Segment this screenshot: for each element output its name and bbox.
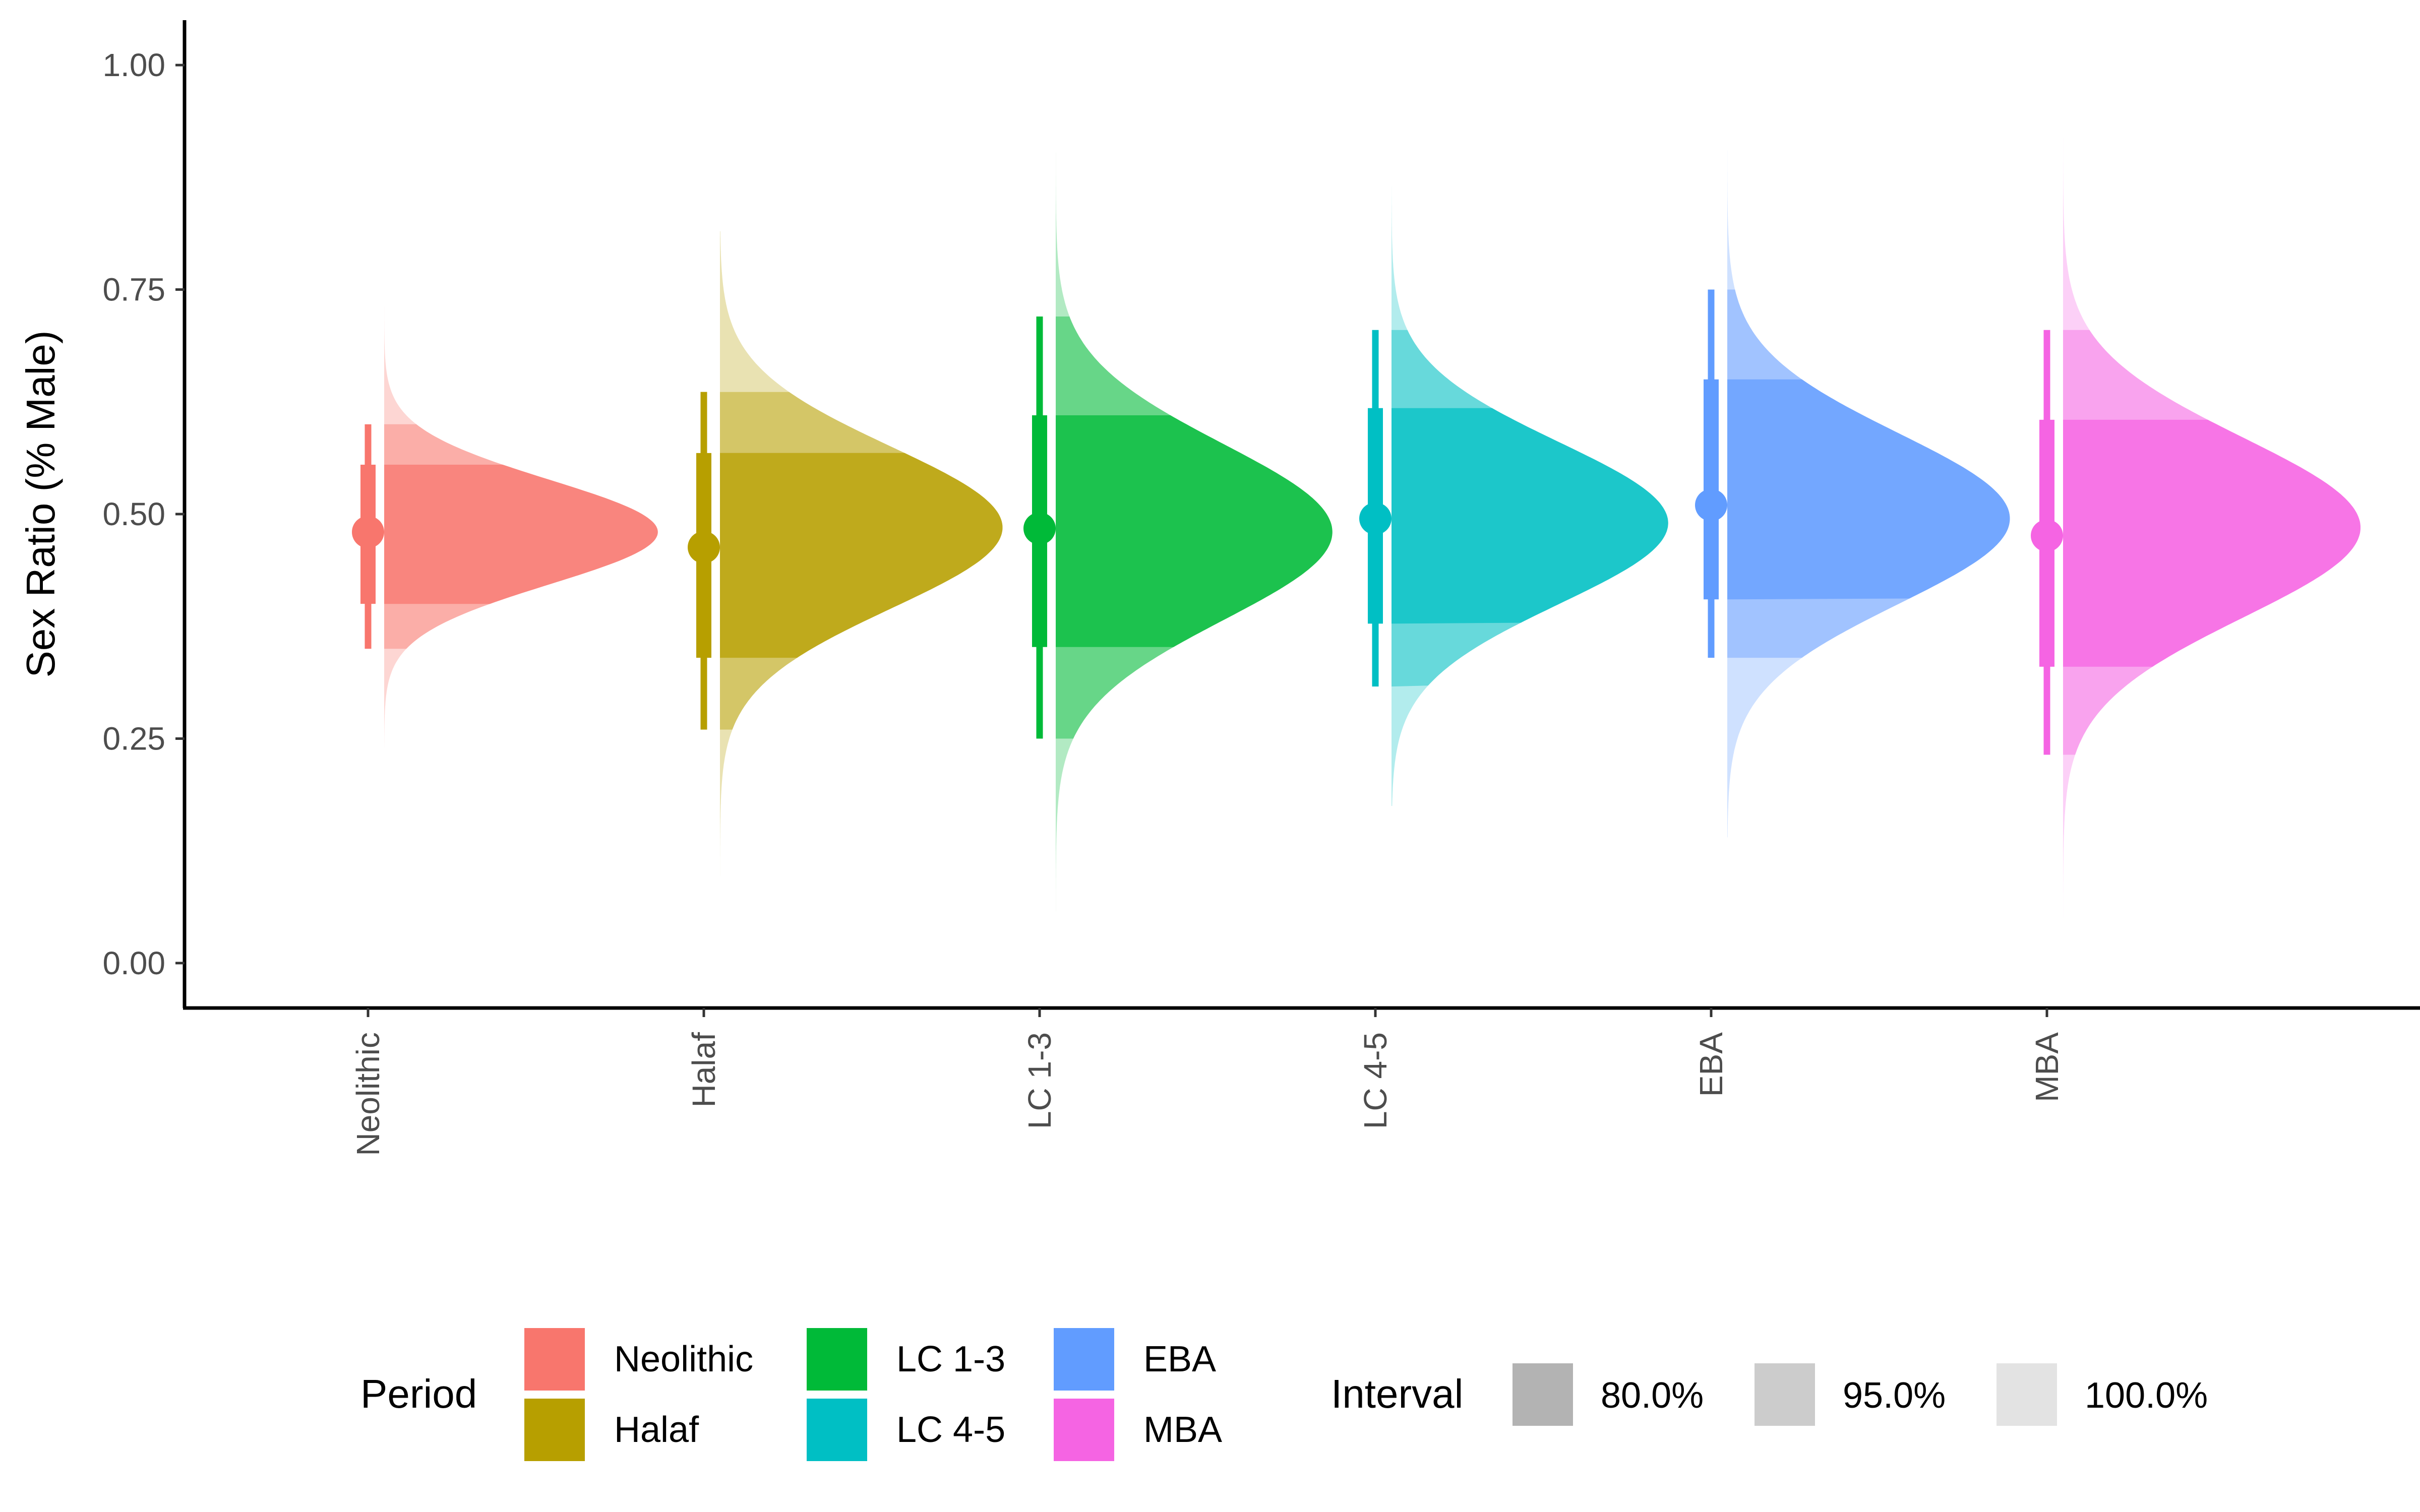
density-80-halaf — [720, 453, 1003, 658]
x-tick-label: EBA — [1693, 1032, 1729, 1097]
x-tick-label: Neolithic — [350, 1032, 386, 1156]
y-tick-label: 0.75 — [102, 272, 165, 308]
legend-key — [1054, 1399, 1114, 1461]
plot-area — [352, 92, 2361, 955]
x-tick-label: LC 1-3 — [1021, 1032, 1058, 1129]
legend-interval-key — [1996, 1363, 2057, 1426]
x-tick-label: Halaf — [686, 1032, 722, 1108]
median-point — [352, 516, 384, 548]
legend-interval-label: 95.0% — [1843, 1375, 1946, 1416]
legend-interval-key — [1512, 1363, 1573, 1426]
median-point — [1359, 502, 1392, 535]
density-80-eba — [1727, 379, 2010, 600]
median-point — [1695, 489, 1727, 522]
legend-key — [807, 1328, 867, 1391]
legend-interval-label: 100.0% — [2085, 1375, 2208, 1416]
legend-key — [524, 1399, 585, 1461]
legend-label: MBA — [1143, 1410, 1222, 1450]
legend-label: Neolithic — [614, 1339, 753, 1379]
median-point — [688, 531, 720, 563]
legend-interval-key — [1754, 1363, 1815, 1426]
median-point — [2031, 519, 2063, 552]
y-axis-title: Sex Ratio (% Male) — [18, 330, 63, 677]
legend-key — [807, 1399, 867, 1461]
y-tick-label: 0.00 — [102, 945, 165, 981]
density-80-lc-4-5 — [1392, 408, 1668, 624]
y-tick-label: 0.50 — [102, 496, 165, 532]
legend-interval-label: 80.0% — [1601, 1375, 1704, 1416]
y-tick-label: 0.25 — [102, 720, 165, 757]
legend: Period Interval Neolithic Halaf LC 1-3 LC 4… — [360, 1328, 2208, 1461]
legend-label: Halaf — [614, 1410, 699, 1450]
legend-key — [1054, 1328, 1114, 1391]
x-tick-label: MBA — [2029, 1032, 2065, 1102]
legend-key — [524, 1328, 585, 1391]
legend-label: LC 4-5 — [896, 1410, 1005, 1450]
density-80-neolithic — [384, 465, 658, 604]
legend-title-period: Period — [360, 1371, 477, 1416]
median-point — [1023, 512, 1056, 545]
density-80-lc-1-3 — [1056, 415, 1333, 647]
y-tick-label: 1.00 — [102, 47, 165, 83]
x-tick-label: LC 4-5 — [1357, 1032, 1394, 1129]
legend-title-interval: Interval — [1331, 1371, 1463, 1416]
axes: 0.00 0.25 0.50 0.75 1.00 Neolithic Halaf LC 1-3… — [102, 20, 2420, 1156]
legend-label: LC 1-3 — [896, 1339, 1005, 1379]
density-80-mba — [2063, 419, 2361, 667]
legend-label: EBA — [1143, 1339, 1216, 1379]
